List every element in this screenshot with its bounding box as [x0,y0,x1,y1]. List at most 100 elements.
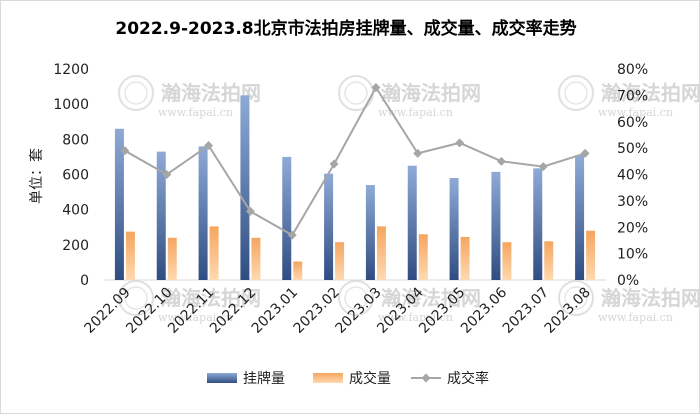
watermark-text: 瀚海法拍网 [601,81,700,105]
bar-deals [251,237,261,280]
rate-point [371,82,381,92]
legend-item: 成交率 [411,370,489,387]
right-tick-label: 40% [617,168,648,184]
bar-deals [293,261,303,280]
bar-listing [575,155,585,280]
rate-point [496,156,506,166]
left-tick-label: 1200 [53,62,89,78]
right-tick-label: 60% [617,115,648,131]
left-tick-label: 0 [80,273,89,289]
watermark-url: www.fapai.cn [598,311,673,324]
bar-deals [335,242,345,280]
bar-deals [502,242,512,280]
legend-item: 成交量 [313,370,391,387]
legend-label: 挂牌量 [243,370,285,387]
watermark-url: www.fapai.cn [158,311,233,324]
watermark-text: 瀚海法拍网 [381,81,481,105]
bar-listing [282,156,292,280]
rate-point [580,148,590,158]
watermark-seal-icon [564,286,588,310]
rate-line [124,85,586,237]
left-tick-label: 200 [62,238,89,254]
legend-item: 挂牌量 [207,370,285,387]
legend-swatch [207,373,237,383]
bar-listing [198,146,208,280]
rate-point [538,162,548,172]
bar-listing [449,178,459,280]
rate-point [329,159,339,169]
watermark-text: 瀚海法拍网 [601,286,700,310]
watermark-seal-icon [338,75,374,111]
left-tick-label: 600 [62,168,89,184]
rate-line-layer [120,82,590,240]
watermark-seal-icon [558,75,594,111]
right-tick-label: 70% [617,88,648,104]
x-axis-ticks: 2022.092022.102022.112022.122023.012023.… [81,284,593,336]
bar-deals [125,231,135,280]
left-tick-label: 1000 [53,97,89,113]
legend-swatch [313,373,343,383]
left-tick-label: 800 [62,132,89,148]
left-axis-ticks: 0 200 400 600 800 1000 1200 [53,62,89,289]
left-tick-label: 400 [62,203,89,219]
right-tick-label: 30% [617,194,648,210]
watermark-seal-icon [558,280,594,316]
bar-listing [407,165,417,280]
right-tick-label: 0% [617,273,639,289]
bar-deals [418,234,428,280]
bar-deals [209,226,219,280]
bar-listing [491,171,501,280]
bars-layer [114,95,596,280]
rate-point [413,148,423,158]
watermark-seal-icon [118,75,154,111]
right-tick-label: 10% [617,247,648,263]
watermark-seal-icon [564,81,588,105]
bar-deals [586,230,596,280]
bar-listing [365,185,375,280]
rate-point [455,138,465,148]
right-tick-label: 80% [617,62,648,78]
watermark-seal-icon [344,81,368,105]
bar-deals [460,236,470,280]
bar-deals [376,226,386,280]
watermark-layer: 瀚海法拍网www.fapai.cn瀚海法拍网www.fapai.cn瀚海法拍网w… [118,75,700,324]
watermark-seal-icon [338,280,374,316]
watermark-seal-icon [124,81,148,105]
right-tick-label: 50% [617,141,648,157]
bar-listing [114,128,124,280]
bar-listing [324,173,334,280]
right-tick-label: 20% [617,220,648,236]
bar-deals [167,237,177,280]
rate-point [287,230,297,240]
right-axis-ticks: 0% 10% 20% 30% 40% 50% 60% 70% 80% [617,62,648,289]
rate-point [162,170,172,179]
bar-listing [156,151,166,280]
bar-listing [533,168,543,280]
y-axis-label: 单位：套 [29,148,45,204]
bar-deals [544,241,554,280]
legend-marker [421,373,431,383]
watermark-text: 瀚海法拍网 [381,286,481,310]
legend-label: 成交率 [447,370,489,387]
bar-listing [240,95,250,280]
watermark-url: www.fapai.cn [598,106,673,119]
legend-label: 成交量 [349,370,391,387]
chart-title: 2022.9-2023.8北京市法拍房挂牌量、成交量、成交率走势 [115,18,576,39]
watermark-seal-icon [124,286,148,310]
rate-point [245,206,255,216]
watermark-url: www.fapai.cn [158,106,233,119]
watermark-seal-icon [118,280,154,316]
legend: 挂牌量 成交量 成交率 [207,370,489,387]
rate-point [120,146,130,156]
rate-point [204,140,214,150]
watermark-seal-icon [344,286,368,310]
watermark-text: 瀚海法拍网 [161,286,261,310]
